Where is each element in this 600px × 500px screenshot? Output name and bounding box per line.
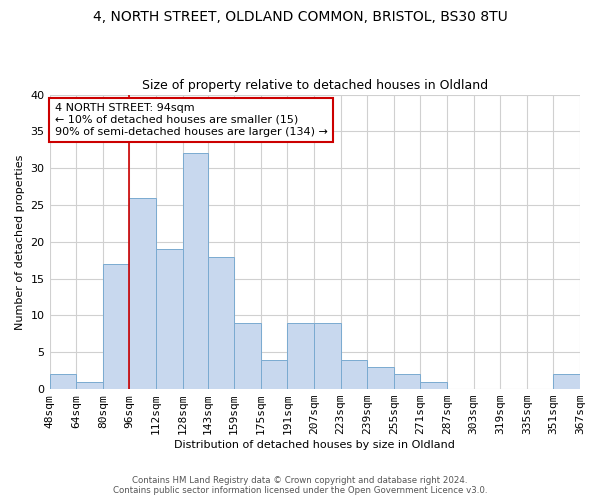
Bar (394, 374, 421, 389)
Y-axis label: Number of detached properties: Number of detached properties (15, 154, 25, 330)
Bar (341, 360, 367, 389)
Bar (261, 360, 287, 389)
Bar (208, 256, 234, 389)
Bar (314, 323, 341, 389)
Bar (76, 382, 103, 389)
Bar (103, 264, 130, 389)
X-axis label: Distribution of detached houses by size in Oldland: Distribution of detached houses by size … (175, 440, 455, 450)
Bar (130, 198, 156, 389)
Bar (156, 249, 182, 389)
Text: 4 NORTH STREET: 94sqm
← 10% of detached houses are smaller (15)
90% of semi-deta: 4 NORTH STREET: 94sqm ← 10% of detached … (55, 104, 328, 136)
Bar (553, 374, 580, 389)
Text: 4, NORTH STREET, OLDLAND COMMON, BRISTOL, BS30 8TU: 4, NORTH STREET, OLDLAND COMMON, BRISTOL… (92, 10, 508, 24)
Title: Size of property relative to detached houses in Oldland: Size of property relative to detached ho… (142, 79, 488, 92)
Bar (182, 154, 208, 389)
Text: Contains HM Land Registry data © Crown copyright and database right 2024.
Contai: Contains HM Land Registry data © Crown c… (113, 476, 487, 495)
Bar (287, 323, 314, 389)
Bar (234, 323, 261, 389)
Bar (50, 374, 76, 389)
Bar (421, 382, 447, 389)
Bar (367, 367, 394, 389)
